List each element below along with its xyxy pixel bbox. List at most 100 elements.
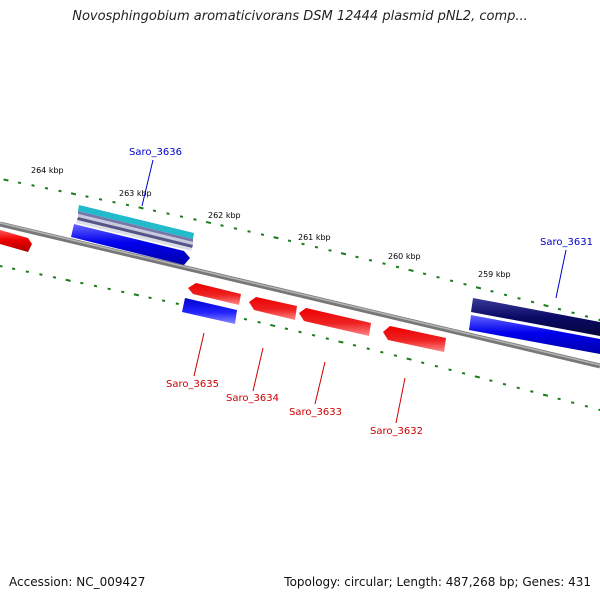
- gene-label-saro-3635: Saro_3635: [166, 379, 219, 390]
- outer-tick-mark: [584, 315, 589, 318]
- inner-tick-mark: [133, 293, 140, 297]
- inner-tick-mark: [80, 281, 84, 285]
- inner-tick-mark: [516, 386, 520, 390]
- inner-tick-mark: [338, 340, 344, 344]
- inner-tick-mark: [584, 404, 589, 408]
- leader-saro-3636: [141, 159, 154, 207]
- gene-saro-3635-blue[interactable]: [182, 298, 237, 324]
- outer-tick-mark: [517, 297, 521, 300]
- outer-tick-mark: [382, 262, 386, 265]
- plasmid-backbone-highlight: [0, 222, 600, 366]
- inner-tick-mark: [571, 401, 575, 404]
- outer-tick-ring: [3, 178, 600, 322]
- gene-label-saro-3634: Saro_3634: [226, 393, 279, 404]
- outer-tick-mark: [125, 203, 130, 207]
- outer-tick-mark: [193, 218, 197, 221]
- inner-tick-mark: [25, 270, 29, 274]
- inner-tick-mark: [530, 390, 534, 393]
- outer-tick-mark: [475, 286, 482, 290]
- outer-tick-mark: [152, 209, 157, 213]
- leader-saro-3632: [395, 377, 406, 424]
- outer-tick-mark: [166, 212, 170, 215]
- outer-tick-mark: [557, 307, 562, 311]
- inner-tick-mark: [284, 327, 289, 331]
- leader-saro-3634: [252, 347, 264, 392]
- outer-tick-mark: [436, 275, 440, 279]
- inner-tick-mark: [474, 375, 480, 379]
- outer-tick-mark: [31, 184, 35, 187]
- inner-tick-mark: [39, 273, 43, 276]
- outer-tick-mark: [395, 265, 400, 269]
- outer-tick-mark: [530, 300, 535, 304]
- outer-tick-mark: [260, 233, 265, 236]
- outer-tick-mark: [571, 311, 575, 315]
- topology-summary: Topology: circular; Length: 487,268 bp; …: [284, 575, 591, 589]
- inner-tick-mark: [448, 368, 452, 372]
- gene-label-saro-3632: Saro_3632: [370, 426, 423, 437]
- outer-tick-mark: [314, 245, 319, 249]
- inner-tick-mark: [393, 354, 398, 357]
- inner-tick-mark: [406, 357, 412, 361]
- gene-partial-left[interactable]: [0, 230, 32, 252]
- gene-saro-3633[interactable]: [299, 308, 371, 336]
- plasmid-backbone: [0, 221, 600, 369]
- outer-tick-mark: [598, 318, 600, 322]
- outer-tick-mark: [98, 198, 103, 201]
- gene-label-saro-3631: Saro_3631: [540, 237, 593, 248]
- outer-tick-mark: [247, 230, 251, 233]
- outer-tick-mark: [85, 195, 89, 198]
- inner-tick-mark: [121, 290, 125, 294]
- outer-tick-mark: [179, 215, 184, 218]
- gene-saro-3632[interactable]: [383, 326, 446, 352]
- inner-tick-mark: [421, 361, 425, 365]
- inner-tick-mark: [257, 320, 261, 324]
- outer-tick-mark: [543, 304, 549, 308]
- outer-tick-mark: [70, 192, 77, 196]
- outer-tick-mark: [368, 258, 373, 262]
- inner-tick-mark: [325, 337, 329, 340]
- outer-tick-mark: [205, 220, 212, 225]
- gene-label-saro-3633: Saro_3633: [289, 407, 342, 418]
- outer-tick-mark: [233, 227, 238, 230]
- outer-tick-mark: [112, 200, 116, 204]
- outer-tick-mark: [328, 249, 332, 252]
- inner-tick-mark: [542, 393, 549, 397]
- inner-tick-mark: [270, 323, 276, 328]
- outer-tick-mark: [273, 236, 279, 240]
- tick-label-260: 260 kbp: [388, 252, 421, 261]
- inner-tick-mark: [161, 299, 166, 303]
- outer-tick-mark: [490, 289, 494, 293]
- gene-saro-3631[interactable]: [469, 298, 600, 354]
- inner-tick-mark: [298, 330, 302, 334]
- inner-tick-mark: [243, 317, 248, 321]
- gene-label-saro-3636: Saro_3636: [129, 147, 182, 158]
- tick-label-261: 261 kbp: [298, 233, 331, 242]
- inner-tick-mark: [434, 364, 439, 368]
- outer-tick-mark: [449, 279, 454, 283]
- inner-tick-mark: [366, 347, 370, 351]
- inner-tick-mark: [461, 371, 466, 375]
- inner-tick-mark: [93, 284, 98, 288]
- inner-tick-mark: [502, 382, 507, 386]
- outer-tick-mark: [503, 293, 508, 297]
- outer-tick-mark: [463, 282, 467, 286]
- outer-tick-mark: [408, 268, 414, 272]
- inner-tick-ring: [0, 264, 600, 412]
- inner-tick-mark: [52, 276, 57, 279]
- outer-tick-mark: [3, 178, 9, 182]
- inner-tick-mark: [107, 287, 111, 291]
- gene-saro-3634[interactable]: [249, 297, 297, 320]
- outer-tick-mark: [355, 255, 359, 259]
- outer-tick-mark: [340, 252, 347, 256]
- inner-tick-mark: [380, 350, 384, 354]
- outer-tick-mark: [17, 181, 22, 185]
- leader-saro-3635: [193, 332, 205, 377]
- gene-saro-3635-red[interactable]: [188, 283, 241, 305]
- inner-tick-mark: [489, 379, 493, 382]
- inner-tick-mark: [598, 408, 600, 412]
- tick-label-263: 263 kbp: [119, 189, 152, 198]
- accession-text: Accession: NC_009427: [9, 575, 146, 589]
- gene-saro-3636[interactable]: [71, 205, 194, 265]
- outer-tick-mark: [220, 224, 224, 227]
